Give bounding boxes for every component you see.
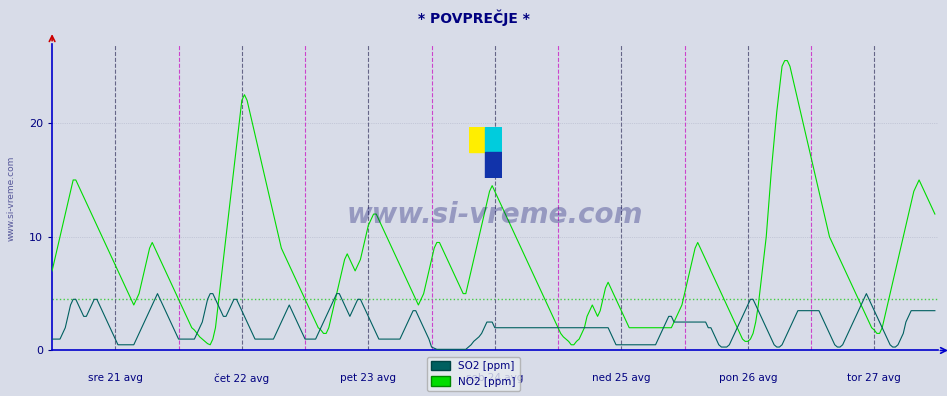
Text: ned 25 avg: ned 25 avg xyxy=(592,373,651,383)
Text: pon 26 avg: pon 26 avg xyxy=(719,373,777,383)
Bar xyxy=(486,152,502,178)
Text: www.si-vreme.com: www.si-vreme.com xyxy=(7,155,16,241)
Bar xyxy=(486,127,502,152)
Text: sob 24 avg: sob 24 avg xyxy=(466,373,524,383)
Text: tor 27 avg: tor 27 avg xyxy=(848,373,902,383)
Text: www.si-vreme.com: www.si-vreme.com xyxy=(347,202,643,229)
Text: pet 23 avg: pet 23 avg xyxy=(340,373,396,383)
Bar xyxy=(469,127,486,152)
Text: čet 22 avg: čet 22 avg xyxy=(214,373,269,384)
Legend: SO2 [ppm], NO2 [ppm]: SO2 [ppm], NO2 [ppm] xyxy=(427,357,520,391)
Text: sre 21 avg: sre 21 avg xyxy=(88,373,143,383)
Text: * POVPREČJE *: * POVPREČJE * xyxy=(418,10,529,26)
